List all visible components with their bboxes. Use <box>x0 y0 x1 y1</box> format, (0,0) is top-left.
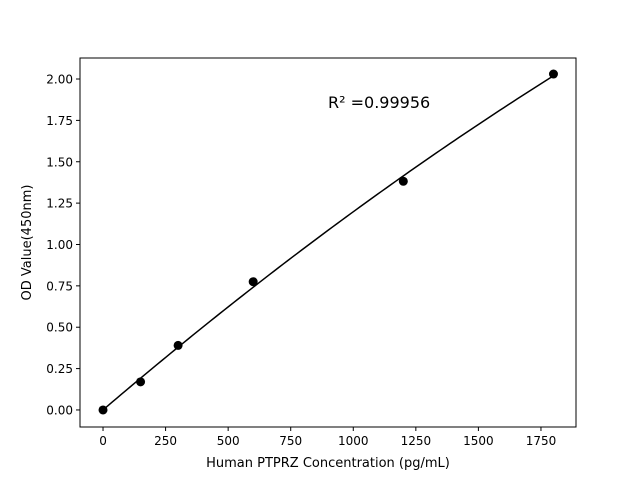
y-tick-label: 1.00 <box>46 238 73 252</box>
data-point <box>548 69 558 79</box>
y-tick-label: 0.25 <box>46 362 73 376</box>
data-point <box>398 176 408 186</box>
plot-frame <box>79 57 577 428</box>
x-tick-label: 1250 <box>401 434 432 448</box>
r-squared-annotation: R² =0.99956 <box>328 93 430 112</box>
x-tick-label: 500 <box>217 434 240 448</box>
data-point <box>136 377 146 387</box>
x-tick-label: 1500 <box>463 434 494 448</box>
y-tick-label: 1.75 <box>46 114 73 128</box>
data-point <box>248 277 258 287</box>
x-tick-label: 1000 <box>338 434 369 448</box>
x-tick-label: 250 <box>154 434 177 448</box>
data-point <box>173 340 183 350</box>
data-point <box>98 405 108 415</box>
y-tick-label: 1.25 <box>46 197 73 211</box>
y-tick-label: 1.50 <box>46 155 73 169</box>
x-tick-label: 750 <box>279 434 302 448</box>
y-axis-label: OD Value(450nm) <box>20 185 35 301</box>
x-tick-label: 0 <box>99 434 107 448</box>
y-tick-label: 0.75 <box>46 279 73 293</box>
y-tick-label: 0.50 <box>46 321 73 335</box>
x-tick-label: 1750 <box>526 434 557 448</box>
x-axis-label: Human PTPRZ Concentration (pg/mL) <box>206 456 450 471</box>
fit-curve <box>102 75 554 411</box>
y-tick-label: 2.00 <box>46 73 73 87</box>
y-tick-label: 0.00 <box>46 403 73 417</box>
